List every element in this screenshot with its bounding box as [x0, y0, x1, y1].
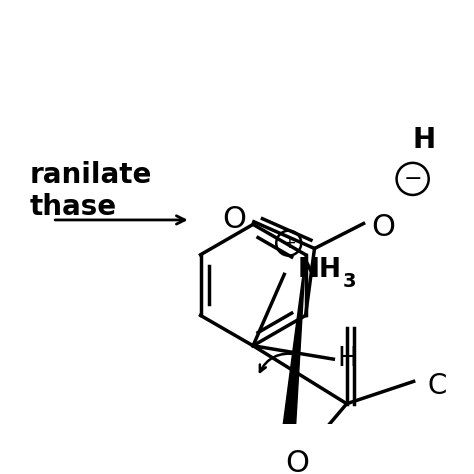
Text: C: C [427, 372, 447, 400]
Text: 3: 3 [342, 272, 356, 291]
Text: thase: thase [30, 192, 117, 220]
Text: NH: NH [298, 257, 342, 283]
Text: H: H [413, 126, 436, 154]
Text: ranilate: ranilate [30, 161, 153, 189]
Text: +: + [282, 234, 296, 252]
Text: H: H [337, 346, 357, 372]
Text: O: O [222, 205, 246, 235]
Polygon shape [280, 255, 306, 452]
Text: O: O [371, 213, 395, 243]
Text: −: − [403, 169, 422, 189]
Text: O: O [286, 449, 310, 474]
